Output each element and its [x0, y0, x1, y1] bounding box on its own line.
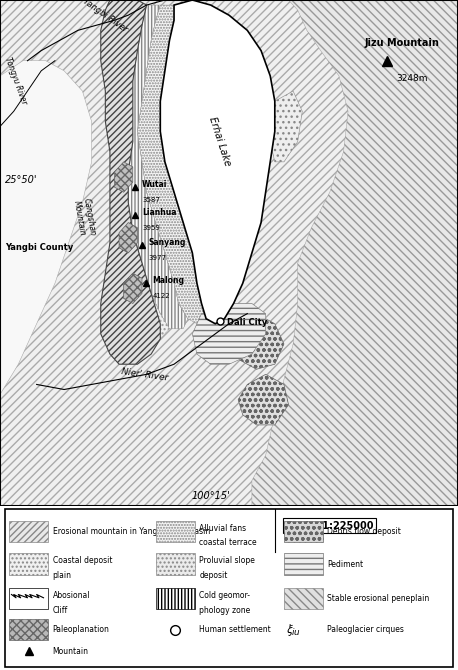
FancyBboxPatch shape: [156, 521, 195, 542]
Text: Paleoplanation: Paleoplanation: [53, 625, 109, 634]
Polygon shape: [101, 0, 160, 364]
Text: phology zone: phology zone: [199, 606, 251, 614]
FancyBboxPatch shape: [9, 521, 48, 542]
Text: Tongyu River: Tongyu River: [3, 56, 29, 106]
Text: Cold geomor-: Cold geomor-: [199, 591, 250, 600]
Polygon shape: [137, 5, 206, 324]
FancyBboxPatch shape: [284, 553, 323, 575]
Text: Malong: Malong: [153, 276, 185, 285]
Text: Yangbi County: Yangbi County: [5, 243, 73, 253]
Text: Cangshan
Mountain: Cangshan Mountain: [72, 197, 98, 238]
Polygon shape: [114, 162, 133, 192]
Text: Jizu Mountain: Jizu Mountain: [364, 38, 439, 48]
Text: Mountain: Mountain: [53, 647, 89, 656]
Text: Proluvial slope: Proluvial slope: [199, 556, 255, 565]
Polygon shape: [192, 304, 266, 364]
Text: Pediment: Pediment: [327, 559, 364, 569]
Text: coastal terrace: coastal terrace: [199, 538, 257, 547]
Text: 3248m: 3248m: [396, 74, 428, 83]
Text: deposit: deposit: [199, 571, 228, 580]
Text: Coastal deposit: Coastal deposit: [53, 556, 112, 565]
FancyBboxPatch shape: [9, 619, 48, 641]
Text: Wutai: Wutai: [142, 180, 167, 189]
Text: Human settlement: Human settlement: [199, 625, 271, 634]
Polygon shape: [119, 222, 137, 253]
Text: Dali City: Dali City: [227, 318, 267, 327]
Text: 100°15': 100°15': [191, 491, 230, 500]
Text: plain: plain: [53, 571, 71, 580]
Polygon shape: [0, 0, 458, 506]
Text: 25°50': 25°50': [5, 175, 37, 184]
FancyBboxPatch shape: [9, 588, 48, 609]
Text: 3587: 3587: [142, 197, 160, 203]
Text: Paleoglacier cirques: Paleoglacier cirques: [327, 625, 404, 634]
Text: Alluvial fans: Alluvial fans: [199, 523, 246, 533]
FancyBboxPatch shape: [284, 521, 323, 542]
Text: 4122: 4122: [153, 293, 170, 299]
FancyBboxPatch shape: [156, 588, 195, 609]
Polygon shape: [119, 5, 169, 339]
Text: Cliff: Cliff: [53, 606, 68, 614]
Text: 3959: 3959: [142, 224, 160, 230]
Polygon shape: [160, 0, 275, 324]
Polygon shape: [234, 314, 284, 369]
Text: Nier' River: Nier' River: [120, 366, 168, 382]
FancyBboxPatch shape: [284, 588, 323, 609]
Text: Erhai Lake: Erhai Lake: [207, 116, 233, 168]
Text: Sanyang: Sanyang: [149, 239, 186, 247]
Text: Lianhua: Lianhua: [142, 208, 176, 217]
Text: Stable erosional peneplain: Stable erosional peneplain: [327, 594, 430, 603]
Text: Abosional: Abosional: [53, 591, 90, 600]
Polygon shape: [238, 375, 289, 425]
Polygon shape: [252, 0, 458, 506]
Text: Erosional mountain in Yangbi River Basin: Erosional mountain in Yangbi River Basin: [53, 527, 210, 536]
Text: Debris flow deposit: Debris flow deposit: [327, 527, 401, 536]
FancyBboxPatch shape: [156, 553, 195, 575]
Text: $\mathcal{\xi}_{iu}$: $\mathcal{\xi}_{iu}$: [286, 622, 301, 638]
Polygon shape: [128, 5, 188, 329]
Text: Scale  1:225000: Scale 1:225000: [286, 521, 374, 531]
Polygon shape: [124, 273, 142, 304]
FancyBboxPatch shape: [9, 553, 48, 575]
Polygon shape: [0, 61, 92, 395]
Text: 3977: 3977: [149, 255, 167, 261]
Polygon shape: [270, 91, 302, 162]
Text: Yangbi River: Yangbi River: [82, 0, 129, 34]
